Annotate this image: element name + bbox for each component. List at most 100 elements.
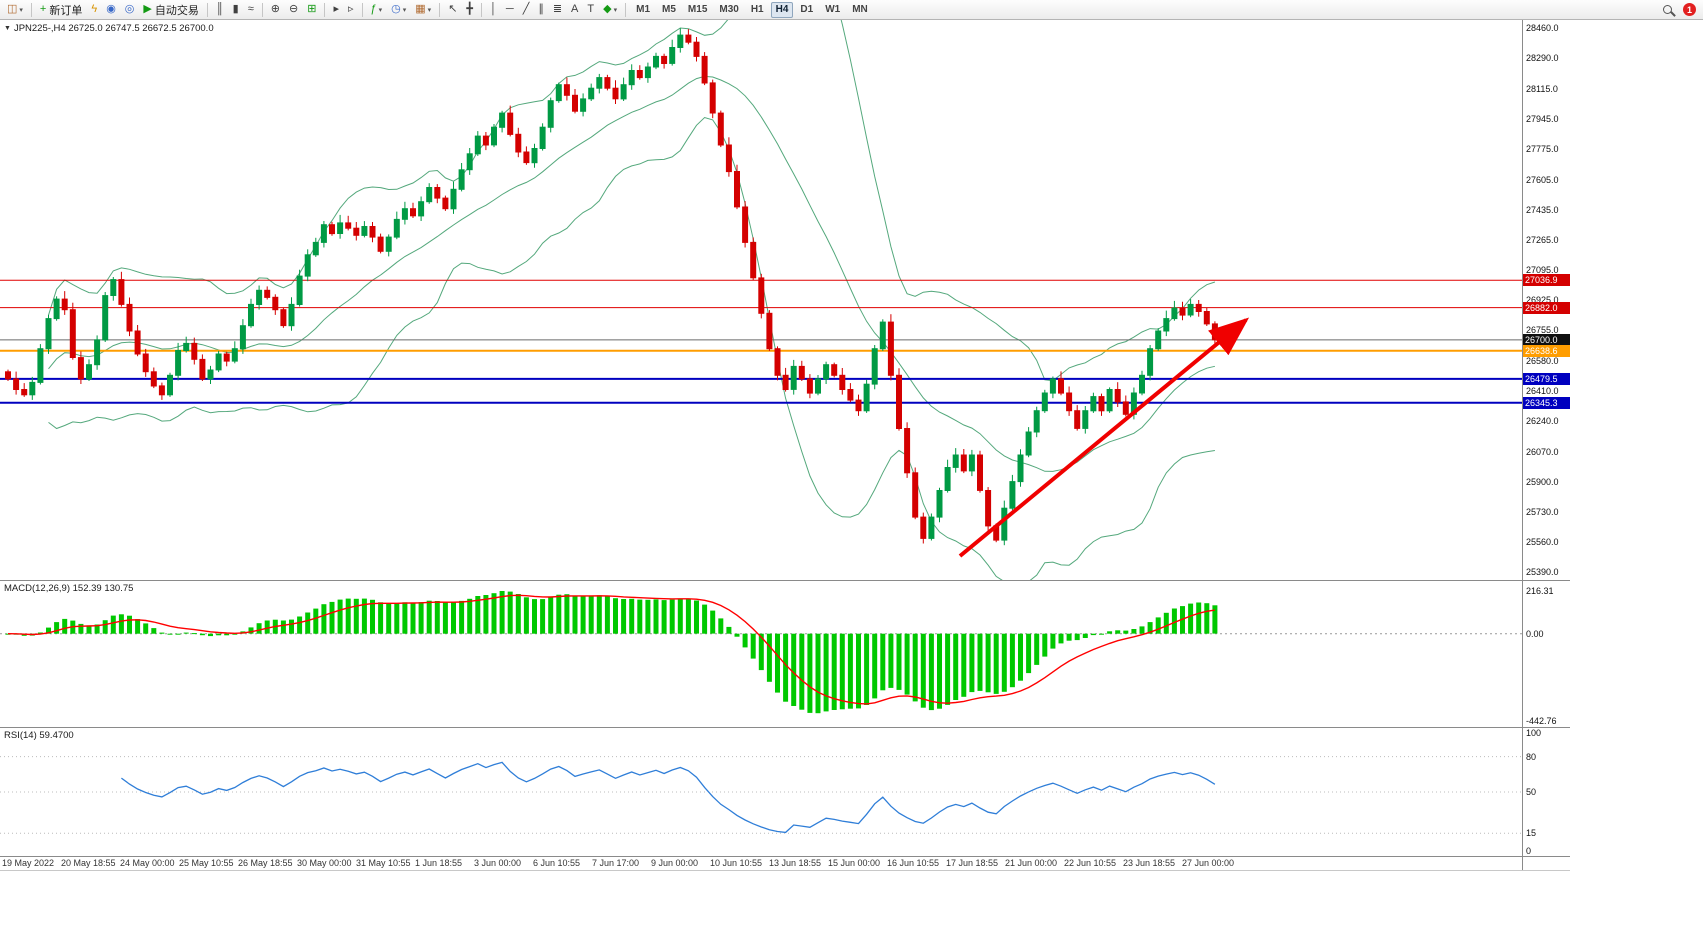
macd-scale: 216.31 0.00 -442.76 [1523,581,1570,727]
auto-scroll-icon: ▸ [333,3,339,15]
auto-trading-button-label: 自动交易 [154,4,199,17]
cursor-icon: ↖ [448,3,458,15]
pane-separator [0,856,1570,857]
price-axis-label: 26580.0 [1526,356,1559,366]
time-axis-label: 23 Jun 18:55 [1123,858,1176,868]
new-order-icon: + [39,3,47,15]
macd-axis-label: 0.00 [1526,629,1544,639]
price-axis-label: 27945.0 [1526,114,1559,124]
pane-separator[interactable] [0,727,1570,728]
equidistant-channel-button[interactable]: ∥ [534,1,548,18]
auto-trading-icon: ▶ [143,3,152,15]
symbol-marker-icon: ▼ [4,25,11,32]
price-axis-label: 25730.0 [1526,507,1559,517]
time-axis-label: 19 May 2022 [2,858,55,868]
dropdown-icon[interactable]: ▾ [19,6,23,14]
price-axis-label: 26925.0 [1526,295,1559,305]
chart-header: ▼ JPN225-,H4 26725.0 26747.5 26672.5 2670… [4,23,214,34]
search-icon[interactable] [1663,5,1672,14]
price-badge: 26638.6 [1523,345,1570,357]
price-scale: 28460.0 28290.0 28115.0 27945.0 27775.0 27605… [1523,20,1570,580]
timeframe-m30[interactable]: M30 [719,4,739,15]
timeframe-m15[interactable]: M15 [687,4,708,15]
ohlc-header-text: JPN225-,H4 26725.0 26747.5 26672.5 26700… [13,23,214,34]
quick-trade-icon: ϟ [91,3,98,15]
zoom-out-icon: ⊖ [289,3,299,15]
tile-windows-icon: ⊞ [307,3,317,15]
price-axis-label: 25560.0 [1526,537,1559,547]
timeframe-d1[interactable]: D1 [800,4,814,15]
dropdown-icon[interactable]: ▾ [378,6,383,14]
auto-trading-button[interactable]: ▶ 自动交易 [139,1,202,18]
crosshair-icon: ╋ [466,3,474,15]
market-watch-button[interactable]: ◉ [102,1,120,18]
toolbar-separator [206,2,208,17]
timeframe-w1[interactable]: W1 [825,4,841,15]
periods-icon: ◷ [391,3,401,15]
price-axis-label: 27605.0 [1526,175,1559,185]
rsi-indicator-pane[interactable] [0,728,1522,856]
templates-button[interactable]: ▦ ▾ [411,1,435,18]
indicators-button[interactable]: ƒ ▾ [367,1,387,18]
timeframe-h1[interactable]: H1 [750,4,764,15]
toolbar: ◫ ▾ + 新订单 ϟ ◉ ◎ ▶ 自动交易 ║ ▮ ≈ ⊕ ⊖ ⊞ ▸ ▹ ƒ ▾ ◷ ▾ ▦ ▾ ↖ ╋ │ ─ ╱ ∥ ≣ A T ◆ ▾ … [0,0,1703,20]
periods-button[interactable]: ◷ ▾ [387,1,410,18]
auto-scroll-button[interactable]: ▸ [329,1,343,18]
trendline-button[interactable]: ╱ [519,1,534,18]
horizontal-line-button[interactable]: ─ [502,1,518,18]
toolbar-separator [481,2,483,17]
rsi-axis-label: 0 [1526,846,1532,856]
line-chart-button[interactable]: ≈ [244,1,258,18]
horizontal-line-icon: ─ [505,3,514,15]
vertical-line-button[interactable]: │ [486,1,501,18]
toolbar-separator [361,2,363,17]
timeframe-mn[interactable]: MN [852,4,868,15]
bar-chart-icon: ║ [215,3,224,15]
dropdown-icon[interactable]: ▾ [427,6,432,14]
toolbar-separator [30,2,32,17]
dropdown-icon[interactable]: ▾ [613,6,618,14]
dropdown-icon[interactable]: ▾ [402,6,407,14]
time-axis-label: 13 Jun 18:55 [769,858,822,868]
toolbar-separator [625,2,627,17]
pane-separator[interactable] [0,580,1570,581]
data-window-icon: ◎ [124,3,135,15]
label-button[interactable]: T [583,1,598,18]
zoom-in-button[interactable]: ⊕ [267,1,284,18]
time-axis[interactable]: 19 May 2022 20 May 18:55 24 May 00:00 25 Ma… [0,857,1522,870]
tile-windows-button[interactable]: ⊞ [303,1,320,18]
equidistant-channel-icon: ∥ [538,3,544,15]
zoom-out-button[interactable]: ⊖ [285,1,302,18]
price-axis-label: 28460.0 [1526,23,1559,33]
macd-axis-label: 216.31 [1526,586,1554,596]
time-axis-label: 27 Jun 00:00 [1182,858,1235,868]
cursor-button[interactable]: ↖ [444,1,461,18]
zoom-in-icon: ⊕ [270,3,280,15]
vertical-line-icon: │ [490,3,497,15]
chart-window-button[interactable]: ◫ ▾ [3,1,27,18]
fibonacci-button[interactable]: ≣ [549,1,566,18]
bar-chart-button[interactable]: ║ [212,1,228,18]
price-axis-label: 26410.0 [1526,386,1559,396]
price-chart-pane[interactable] [0,20,1522,580]
timeframe-m1[interactable]: M1 [636,4,651,15]
data-window-button[interactable]: ◎ [121,1,139,18]
toolbar-separator [439,2,441,17]
macd-indicator-pane[interactable] [0,581,1522,727]
timeframe-m5[interactable]: M5 [662,4,676,15]
rsi-axis-label: 80 [1526,752,1537,762]
notification-badge[interactable]: 1 [1683,3,1696,16]
candlestick-chart-button[interactable]: ▮ [229,1,243,18]
price-axis-label: 27265.0 [1526,235,1559,245]
text-button[interactable]: A [567,1,582,18]
chart-shift-icon: ▹ [347,3,354,15]
line-chart-icon: ≈ [247,3,254,15]
price-badge: 26479.5 [1523,373,1570,385]
new-order-button[interactable]: + 新订单 [36,1,86,18]
price-axis-label: 28290.0 [1526,53,1559,63]
arrows-button[interactable]: ◆ ▾ [599,1,621,18]
timeframe-h4[interactable]: H4 [770,1,794,18]
crosshair-button[interactable]: ╋ [462,1,477,18]
quick-trade-button[interactable]: ϟ [87,1,101,18]
chart-shift-button[interactable]: ▹ [344,1,358,18]
